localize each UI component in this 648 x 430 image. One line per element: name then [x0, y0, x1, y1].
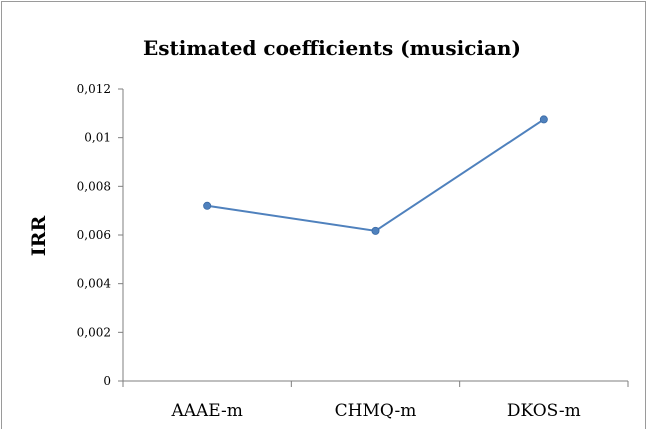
chart-title: Estimated coefficients (musician) [143, 36, 521, 60]
data-point [371, 226, 380, 235]
data-point [539, 115, 548, 124]
x-tick-label: AAAE-m [170, 401, 242, 421]
y-tick-label: 0 [103, 374, 111, 388]
y-tick-label: 0,008 [77, 179, 111, 193]
y-tick-label: 0,002 [77, 325, 111, 339]
axes: 0 0,002 0,004 0,006 0,008 0,01 0,012 AAAE-m CHMQ… [77, 82, 629, 421]
y-tick-label: 0,012 [77, 82, 111, 96]
x-tick-label: DKOS-m [507, 401, 581, 421]
series-line [207, 118, 545, 232]
y-tick-label: 0,004 [77, 277, 112, 291]
plot-area [203, 115, 548, 235]
x-tick-label: CHMQ-m [335, 401, 417, 421]
y-axis-label: IRR [28, 216, 50, 257]
data-point [203, 201, 212, 210]
y-tick-label: 0,01 [84, 131, 111, 145]
y-tick-label: 0,006 [77, 228, 111, 242]
